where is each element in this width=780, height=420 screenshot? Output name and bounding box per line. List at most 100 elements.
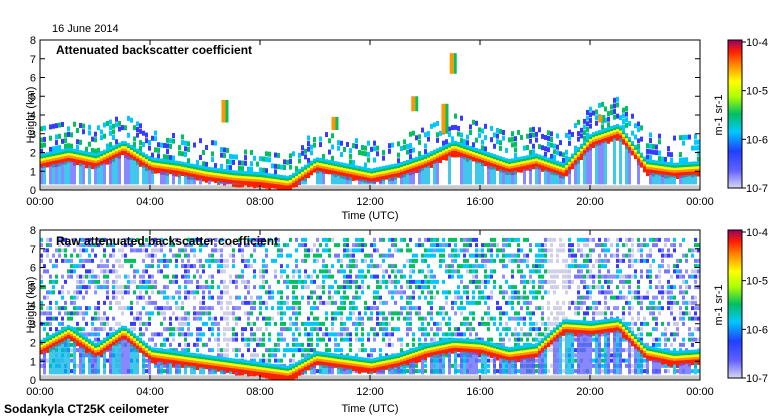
cloud-cell	[454, 145, 457, 151]
cloud-cell	[274, 184, 277, 189]
noise-cell	[433, 279, 436, 284]
noise-cell	[199, 264, 202, 269]
cloud-cell	[295, 180, 298, 188]
cloud-cell	[277, 364, 280, 369]
cloud-cell	[112, 336, 115, 342]
noise-cell	[472, 264, 475, 269]
noise-cell	[379, 279, 382, 284]
noise-cell	[481, 279, 484, 284]
cloud-cell	[505, 163, 508, 168]
noise-cell	[292, 358, 295, 363]
noise-cell	[160, 311, 163, 316]
cloud-cell	[139, 150, 142, 156]
noise-cell	[277, 342, 280, 347]
noise-cell	[103, 237, 106, 242]
noise-cell	[418, 306, 421, 311]
noise-cell	[451, 237, 454, 242]
below-cloud-cell	[94, 355, 97, 375]
cloud-cell	[145, 350, 148, 356]
noise-cell	[211, 279, 214, 284]
noise-cell	[265, 269, 268, 274]
noise-cell	[205, 342, 208, 347]
noise-cell	[103, 300, 106, 305]
signal-cell	[289, 164, 292, 170]
noise-cell	[220, 237, 223, 242]
cloud-cell	[460, 341, 463, 346]
cloud-cell	[487, 152, 490, 158]
signal-cell	[103, 133, 106, 139]
noise-cell	[382, 327, 385, 332]
noise-cell	[448, 237, 451, 242]
noise-cell	[265, 264, 268, 269]
noise-cell	[130, 279, 133, 284]
noise-cell	[370, 327, 373, 332]
cloud-cell	[190, 166, 193, 171]
cloud-cell	[112, 331, 115, 336]
noise-cell	[265, 248, 268, 253]
noise-cell	[418, 316, 421, 321]
cloud-cell	[358, 366, 361, 374]
signal-cell	[40, 126, 43, 132]
cloud-cell	[322, 168, 325, 174]
noise-cell	[310, 279, 313, 284]
noise-cell	[160, 269, 163, 274]
noise-cell	[100, 269, 103, 274]
noise-cell	[514, 285, 517, 290]
noise-cell	[427, 300, 430, 305]
noise-cell	[241, 300, 244, 305]
cloud-cell	[136, 153, 139, 159]
noise-cell	[160, 332, 163, 337]
cloud-cell	[571, 158, 574, 163]
noise-cell	[265, 316, 268, 321]
noise-cell	[244, 279, 247, 284]
noise-cell	[103, 269, 106, 274]
cloud-cell	[301, 166, 304, 172]
below-cloud-cell	[79, 345, 82, 375]
noise-cell	[148, 316, 151, 321]
signal-cell	[340, 140, 343, 146]
noise-cell	[145, 369, 148, 374]
noise-cell	[439, 311, 442, 316]
noise-cell	[121, 306, 124, 311]
noise-cell	[193, 253, 196, 258]
noise-cell	[184, 321, 187, 326]
cloud-cell	[43, 343, 46, 348]
noise-cell	[274, 321, 277, 326]
noise-cell	[130, 300, 133, 305]
noise-cell	[277, 243, 280, 248]
below-cloud-cell	[394, 366, 397, 375]
signal-cell	[541, 145, 544, 151]
cloud-cell	[682, 172, 685, 179]
below-cloud-cell	[487, 165, 490, 185]
below-cloud-cell	[166, 362, 169, 375]
signal-cell	[115, 139, 118, 145]
cloud-cell	[355, 359, 358, 364]
noise-cell	[235, 279, 238, 284]
below-cloud-cell	[193, 177, 196, 185]
x-tick-label: 00:00	[26, 196, 54, 208]
signal-cell	[181, 151, 184, 157]
signal-cell	[286, 159, 289, 165]
signal-cell	[40, 137, 43, 143]
noise-cell	[226, 258, 229, 263]
noise-cell	[223, 237, 226, 242]
cloud-cell	[394, 171, 397, 176]
signal-cell	[52, 146, 55, 152]
noise-cell	[154, 248, 157, 253]
signal-cell	[289, 158, 292, 164]
noise-cell	[346, 253, 349, 258]
cloud-cell	[367, 177, 370, 183]
signal-cell	[529, 138, 532, 144]
cloud-cell	[493, 164, 496, 170]
noise-cell	[310, 295, 313, 300]
cloud-cell	[400, 354, 403, 359]
noise-cell	[184, 248, 187, 253]
noise-cell	[394, 264, 397, 269]
noise-cell	[244, 264, 247, 269]
cloud-cell	[181, 356, 184, 362]
cloud-cell	[253, 371, 256, 377]
signal-cell	[502, 135, 505, 141]
cloud-cell	[238, 359, 241, 364]
below-cloud-cell	[418, 168, 421, 185]
signal-cell	[238, 160, 241, 166]
